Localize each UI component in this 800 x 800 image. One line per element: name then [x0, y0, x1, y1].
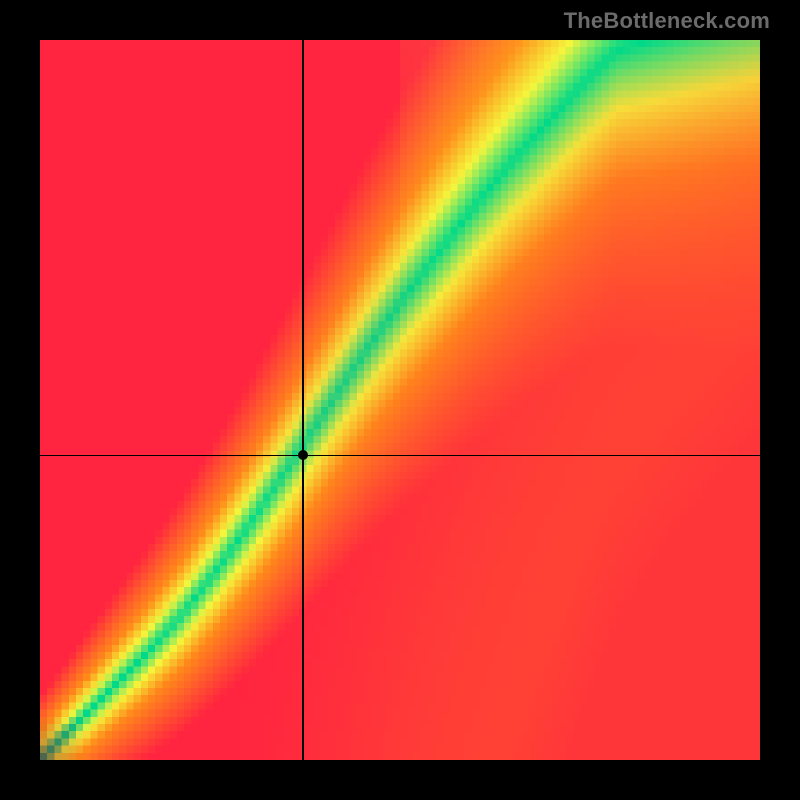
bottleneck-heatmap — [40, 40, 760, 760]
crosshair-horizontal — [40, 455, 760, 457]
watermark-text: TheBottleneck.com — [564, 8, 770, 34]
crosshair-vertical — [302, 40, 304, 760]
chart-container: TheBottleneck.com — [0, 0, 800, 800]
